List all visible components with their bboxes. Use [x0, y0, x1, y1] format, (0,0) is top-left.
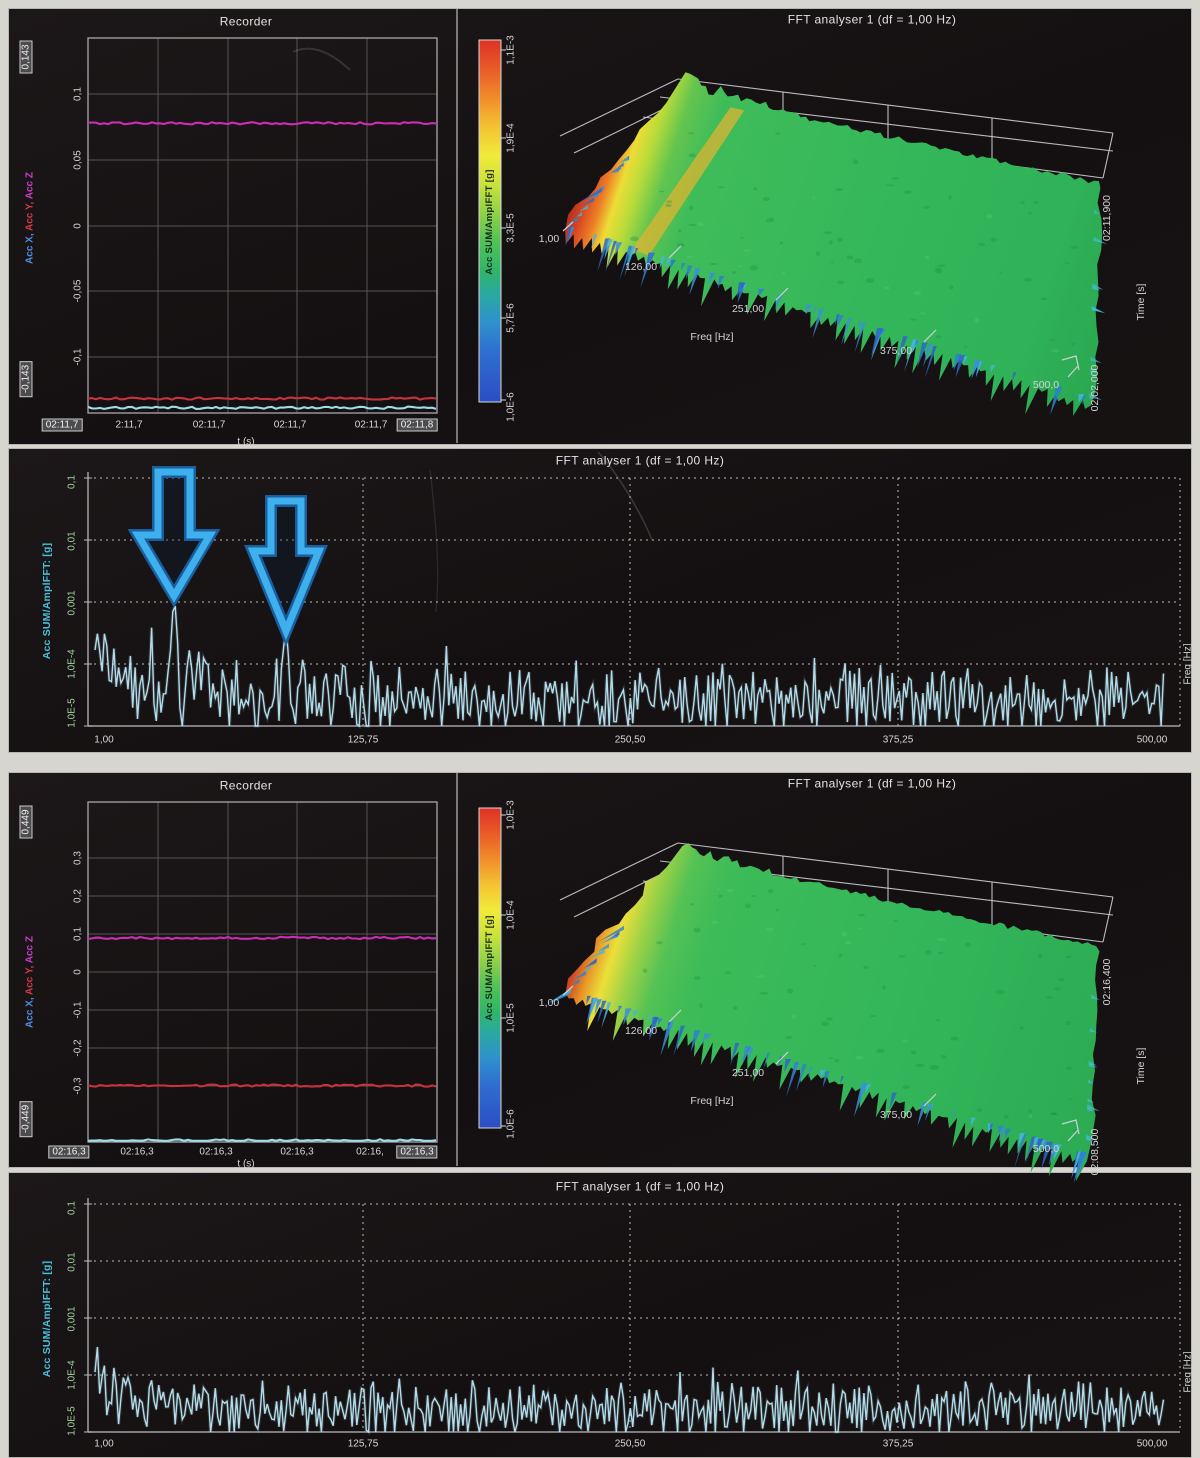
- panel-mid-fft2d: [8, 448, 1192, 753]
- panel-bottom-fft2d: [8, 1172, 1192, 1458]
- panel-bottom-recorder-and-3d: [8, 772, 1192, 1168]
- panel-top-divider: [456, 9, 458, 443]
- panel-top-recorder-and-3d: [8, 8, 1192, 445]
- panel-bottom-divider: [456, 773, 458, 1166]
